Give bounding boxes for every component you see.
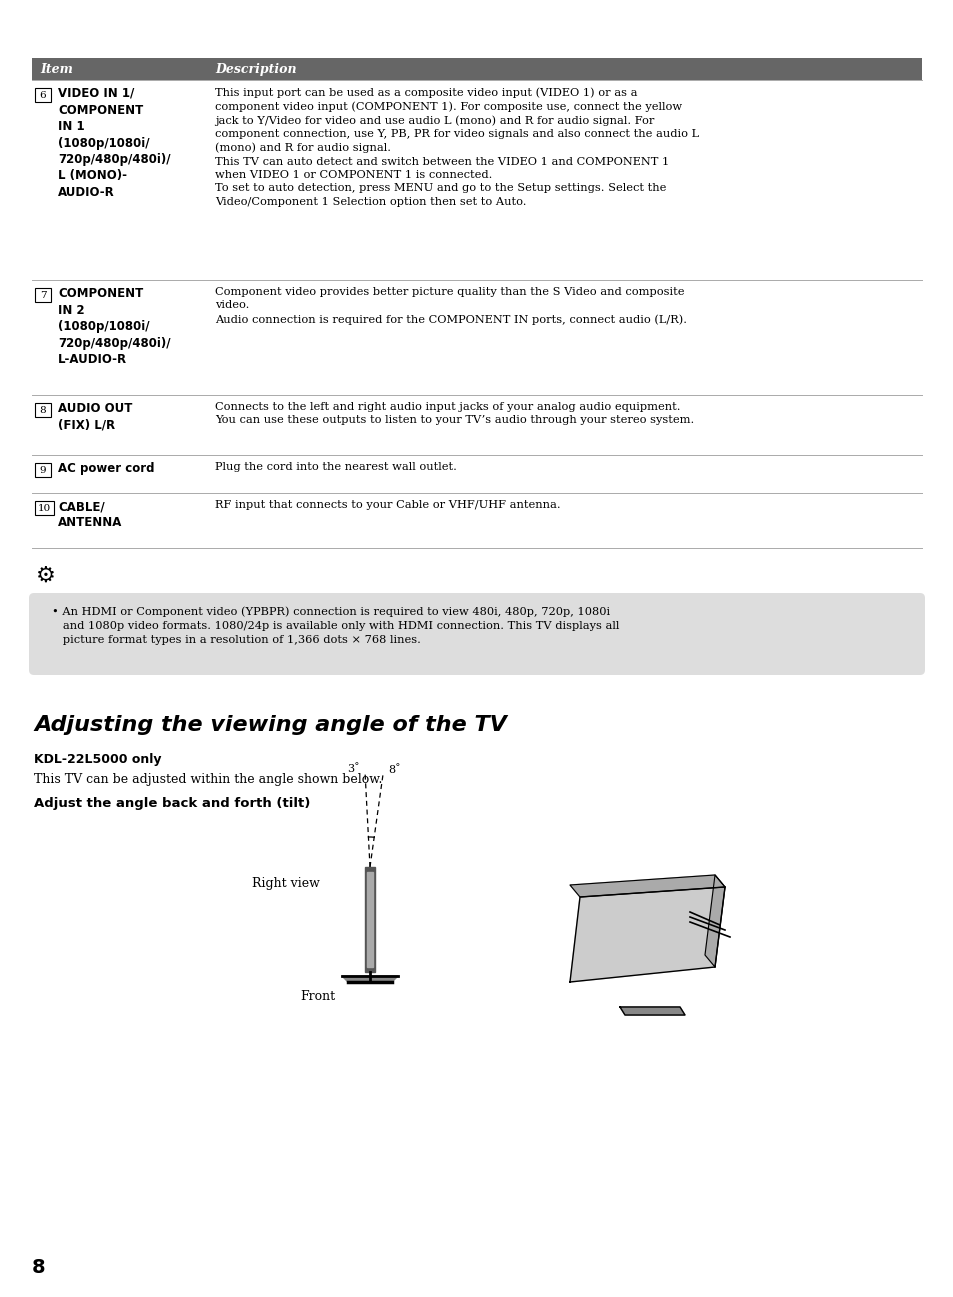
Text: • An HDMI or Component video (YPBPR) connection is required to view 480i, 480p, : • An HDMI or Component video (YPBPR) con… — [52, 606, 618, 645]
Bar — [35, 463, 51, 477]
FancyBboxPatch shape — [29, 593, 924, 674]
Polygon shape — [569, 875, 724, 898]
Text: Right view: Right view — [252, 877, 319, 890]
Polygon shape — [569, 887, 724, 982]
Polygon shape — [365, 866, 375, 971]
Text: VIDEO IN 1/
COMPONENT
IN 1
(1080p/1080i/
720p/480p/480i)/
L (MONO)-
AUDIO-R: VIDEO IN 1/ COMPONENT IN 1 (1080p/1080i/… — [58, 87, 171, 198]
Text: 8: 8 — [40, 406, 47, 415]
Text: Plug the cord into the nearest wall outlet.: Plug the cord into the nearest wall outl… — [214, 462, 456, 472]
Text: This TV can be adjusted within the angle shown below.: This TV can be adjusted within the angle… — [34, 773, 382, 786]
Text: ⚙: ⚙ — [36, 565, 56, 586]
Text: 7: 7 — [40, 291, 47, 300]
Text: Description: Description — [214, 64, 296, 77]
Polygon shape — [619, 1006, 684, 1016]
Text: KDL-22L5000 only: KDL-22L5000 only — [34, 754, 161, 767]
Text: RF input that connects to your Cable or VHF/UHF antenna.: RF input that connects to your Cable or … — [214, 501, 560, 510]
Polygon shape — [367, 872, 373, 968]
Text: Adjust the angle back and forth (tilt): Adjust the angle back and forth (tilt) — [34, 796, 310, 811]
Text: 6: 6 — [40, 91, 47, 100]
Text: Front: Front — [299, 990, 335, 1003]
Text: AUDIO OUT
(FIX) L/R: AUDIO OUT (FIX) L/R — [58, 402, 132, 432]
Text: 10: 10 — [38, 505, 51, 514]
Text: Component video provides better picture quality than the S Video and composite
v: Component video provides better picture … — [214, 287, 686, 324]
Text: 8: 8 — [32, 1258, 46, 1278]
Bar — [35, 288, 51, 302]
Text: COMPONENT
IN 2
(1080p/1080i/
720p/480p/480i)/
L-AUDIO-R: COMPONENT IN 2 (1080p/1080i/ 720p/480p/4… — [58, 287, 171, 366]
Text: AC power cord: AC power cord — [58, 462, 154, 475]
Polygon shape — [341, 977, 397, 982]
Text: 8˚: 8˚ — [388, 765, 400, 774]
Text: This input port can be used as a composite video input (VIDEO 1) or as a
compone: This input port can be used as a composi… — [214, 87, 699, 206]
Text: 3˚: 3˚ — [347, 764, 359, 774]
Text: CABLE/
ANTENNA: CABLE/ ANTENNA — [58, 501, 122, 529]
Text: 9: 9 — [40, 466, 47, 475]
Bar — [35, 88, 51, 102]
Text: Adjusting the viewing angle of the TV: Adjusting the viewing angle of the TV — [34, 715, 506, 735]
Bar — [32, 58, 921, 80]
Bar — [35, 501, 54, 515]
Text: Connects to the left and right audio input jacks of your analog audio equipment.: Connects to the left and right audio inp… — [214, 402, 694, 425]
Text: Item: Item — [40, 64, 72, 77]
Polygon shape — [704, 875, 724, 968]
Bar — [35, 403, 51, 418]
